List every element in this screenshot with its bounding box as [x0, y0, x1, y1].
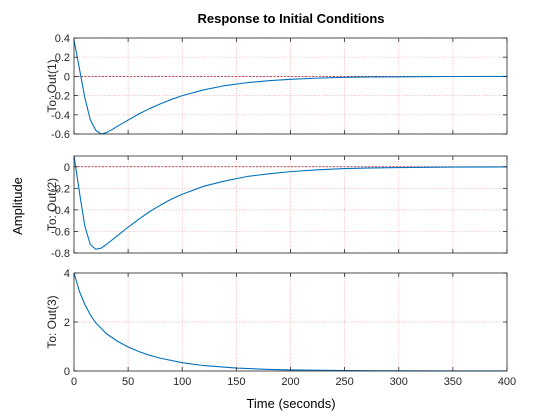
y-tick-label: 0.2	[55, 52, 70, 64]
x-tick-label: 300	[390, 376, 408, 388]
subplots-group: -0.6-0.4-0.200.20.4To: Out(1)-0.8-0.6-0.…	[45, 33, 516, 388]
subplot-ylabel: To: Out(1)	[45, 59, 59, 112]
subplot-ylabel: To: Out(3)	[45, 295, 59, 348]
x-axis-label: Time (seconds)	[246, 396, 335, 411]
x-tick-label: 0	[71, 376, 77, 388]
subplot-ylabel: To: Out(2)	[45, 178, 59, 231]
y-tick-label: -0.4	[51, 205, 70, 217]
series-line	[73, 39, 508, 135]
y-tick-label: 0	[64, 162, 70, 174]
y-tick-label: -0.2	[51, 91, 70, 103]
y-axis-label: Amplitude	[10, 177, 25, 235]
x-tick-label: 100	[173, 376, 191, 388]
series-line	[73, 272, 508, 372]
x-tick-label: 350	[444, 376, 462, 388]
x-tick-label: 400	[498, 376, 516, 388]
y-tick-label: -0.2	[51, 183, 70, 195]
y-tick-label: 0	[64, 366, 70, 378]
y-tick-label: -0.4	[51, 110, 70, 122]
x-tick-label: 150	[227, 376, 245, 388]
subplot-1: -0.6 -0.4 -0.2 0 0.2 0.4 To: Out(1)	[45, 33, 508, 141]
x-tick-label: 50	[122, 376, 134, 388]
x-tick-label: 200	[281, 376, 299, 388]
y-tick-label: 0	[64, 71, 70, 83]
subplot-3: 0 2 4 To: Out(3) 0 50 100 150 200 250 300 350 400	[45, 268, 516, 388]
chart-title: Response to Initial Conditions	[197, 11, 384, 26]
y-tick-label: -0.6	[51, 226, 70, 238]
y-tick-label: 0.4	[55, 33, 70, 45]
x-tick-label: 250	[335, 376, 353, 388]
series-line	[73, 155, 508, 250]
y-tick-label: 2	[64, 317, 70, 329]
y-tick-label: -0.8	[51, 248, 70, 260]
subplot-2: -0.8 -0.6 -0.4 -0.2 0 To: Out(2)	[45, 155, 508, 260]
y-tick-label: 4	[64, 268, 70, 280]
y-tick-label: -0.6	[51, 129, 70, 141]
